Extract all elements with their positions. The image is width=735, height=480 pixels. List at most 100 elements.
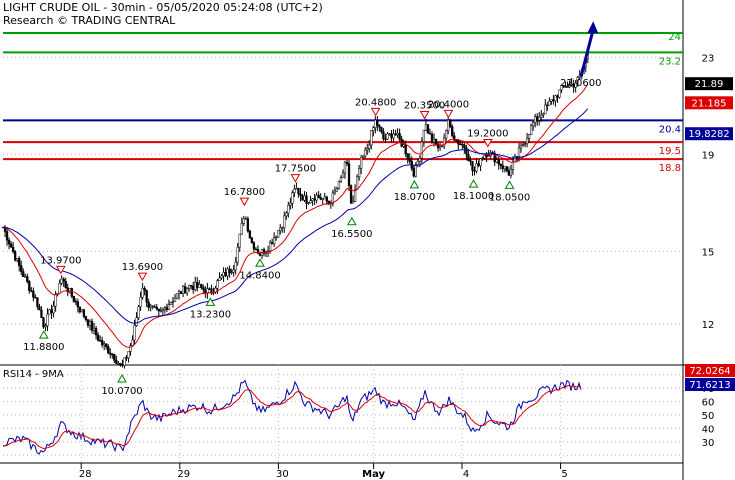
price-candle-body [248, 230, 252, 239]
price-candle-body [210, 288, 213, 294]
price-candle-body [90, 321, 94, 331]
price-candle-body [295, 188, 298, 190]
rsi-tag-label: 72.0264 [689, 366, 730, 377]
price-candle-body [181, 286, 185, 294]
price-candle-body [281, 227, 284, 229]
rsi-panel-title: RSI14 - 9MA [3, 369, 64, 380]
price-candle-body [412, 168, 415, 177]
price-candle-body [9, 243, 13, 248]
price-candle-body [54, 294, 57, 307]
price-candle-body [434, 138, 438, 145]
price-candle-body [366, 148, 369, 151]
price-candle-body [26, 276, 29, 282]
price-candle-body [234, 261, 237, 271]
price-candle-body [507, 170, 511, 176]
swing-high-marker [55, 265, 66, 275]
price-candle-body [111, 353, 114, 356]
price-candle-body [246, 218, 249, 232]
price-candle-body [351, 201, 355, 204]
price-candle-body [499, 163, 502, 166]
price-candle-body [275, 236, 278, 239]
price-candle-body [153, 306, 156, 308]
price-candle-body [337, 181, 341, 189]
price-candle-body [216, 280, 219, 289]
price-candle-body [94, 327, 98, 336]
price-candle-body [319, 197, 322, 200]
price-candle-body [42, 317, 45, 328]
price-candle-body [66, 287, 69, 293]
price-candle-body [568, 84, 571, 88]
price-candle-body [44, 325, 47, 328]
price-candle-body [546, 104, 549, 107]
price-candle-body [224, 272, 227, 277]
price-tag-label: 21.185 [692, 98, 727, 109]
level-label: 20.4 [659, 124, 681, 135]
swing-low-marker [38, 330, 49, 339]
price-candle-body [291, 192, 294, 204]
price-candle-body [321, 198, 324, 200]
swing-low-label: 13.2300 [190, 309, 231, 320]
price-candle-body [13, 251, 17, 261]
price-candle-body [84, 316, 88, 321]
price-candle-body [511, 161, 515, 170]
price-candle-body [442, 137, 446, 147]
price-candle-body [103, 343, 106, 346]
price-candle-body [16, 258, 19, 261]
price-candle-body [515, 156, 519, 158]
price-candle-body [270, 242, 274, 244]
price-candle-body [360, 157, 363, 169]
price-candle-body [98, 339, 102, 342]
swing-high-marker [137, 272, 148, 282]
level-label: 24 [668, 32, 681, 43]
price-candle-body [335, 188, 339, 192]
price-candle-body [163, 307, 167, 310]
price-candle-body [479, 158, 482, 167]
price-candle-body [133, 325, 136, 341]
price-candle-body [453, 135, 456, 141]
time-tick-label: May [362, 469, 385, 480]
price-candle-body [534, 116, 537, 123]
swing-top-label: 22.0600 [560, 78, 601, 89]
rsi-tag-box [685, 364, 735, 377]
price-candle-body [323, 196, 326, 200]
price-candle-body [141, 288, 144, 298]
price-candle-body [254, 248, 258, 251]
price-candle-body [517, 147, 521, 157]
price-candle-body [301, 195, 304, 201]
price-candle-body [333, 190, 337, 194]
time-tick-label: 29 [177, 469, 190, 480]
price-candle-body [497, 159, 500, 165]
price-candle-body [30, 290, 33, 292]
price-candle-body [527, 134, 531, 139]
price-candle-body [440, 145, 444, 148]
rsi-line [2, 379, 582, 455]
price-candle-body [380, 126, 383, 132]
swing-high-marker [370, 107, 381, 117]
price-candle-body [473, 170, 476, 172]
price-candle-body [218, 277, 221, 281]
swing-high-label: 20.4000 [428, 99, 469, 110]
price-candle-body [372, 127, 375, 131]
price-candle-body [392, 133, 395, 139]
price-candle-body [82, 309, 86, 317]
price-candle-body [390, 133, 393, 139]
projection-arrow-head [587, 21, 599, 34]
price-candle-body [177, 291, 181, 294]
price-candle-body [558, 89, 561, 98]
price-candle-body [285, 212, 288, 217]
price-candle-body [463, 144, 466, 148]
swing-high-label: 20.4800 [355, 97, 396, 108]
price-candle-body [339, 177, 343, 182]
price-candle-body [398, 133, 401, 140]
price-candle-body [313, 198, 316, 201]
price-candle-body [374, 119, 377, 128]
price-candle-body [125, 357, 128, 359]
price-candle-body [101, 340, 104, 346]
price-candle-body [200, 284, 203, 288]
price-candle-body [175, 293, 179, 299]
price-candle-body [378, 125, 381, 128]
price-candle-body [432, 138, 436, 143]
price-candle-body [161, 308, 165, 311]
price-candle-body [88, 321, 92, 326]
price-candle-body [404, 144, 407, 154]
